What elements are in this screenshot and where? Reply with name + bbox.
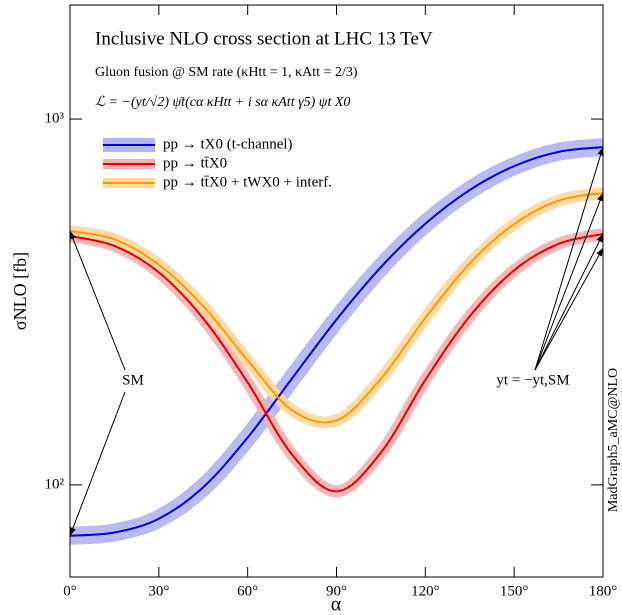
legend-label: pp → tt̄X0	[163, 155, 227, 171]
legend-label: pp → tX0 (t-channel)	[163, 136, 293, 152]
annotation-arrow	[69, 391, 126, 536]
annotation-arrow	[534, 192, 604, 371]
x-tick-label: 120°	[411, 583, 440, 599]
formula: ℒ = −(yt/√2) ψ̄t(cα κHtt + i sα κAtt γ5)…	[95, 95, 350, 110]
y-tick-label: 10²	[45, 476, 65, 492]
series-line	[69, 191, 604, 424]
x-tick-label: 60°	[237, 583, 258, 599]
uncertainty-band	[68, 228, 605, 498]
annotation-sm: SM	[122, 372, 144, 388]
x-tick-label: 0°	[63, 583, 77, 599]
annotation-arrow	[534, 247, 604, 371]
x-tick-label: 150°	[500, 583, 529, 599]
series-line	[69, 233, 604, 493]
series-line	[69, 146, 604, 537]
uncertainty-band	[69, 138, 604, 545]
annotation-generator: MadGraph5_aMC@NLO	[606, 368, 621, 512]
annotation-yt: yt = −yt,SM	[496, 372, 569, 388]
annotation-arrow	[69, 230, 126, 371]
annotation-arrow	[534, 233, 604, 371]
y-tick-label: 10³	[45, 110, 65, 126]
subtitle: Gluon fusion @ SM rate (κHtt = 1, κAtt =…	[95, 65, 358, 80]
y-axis-label: σNLO [fb]	[10, 252, 30, 330]
x-tick-label: 90°	[326, 583, 347, 599]
annotation-arrow	[534, 146, 604, 371]
x-tick-label: 30°	[148, 583, 169, 599]
x-axis-label: α	[331, 594, 342, 615]
x-tick-label: 180°	[589, 583, 618, 599]
legend-label: pp → tt̄X0 + tWX0 + interf.	[163, 174, 332, 190]
chart-title: Inclusive NLO cross section at LHC 13 Te…	[95, 28, 433, 49]
